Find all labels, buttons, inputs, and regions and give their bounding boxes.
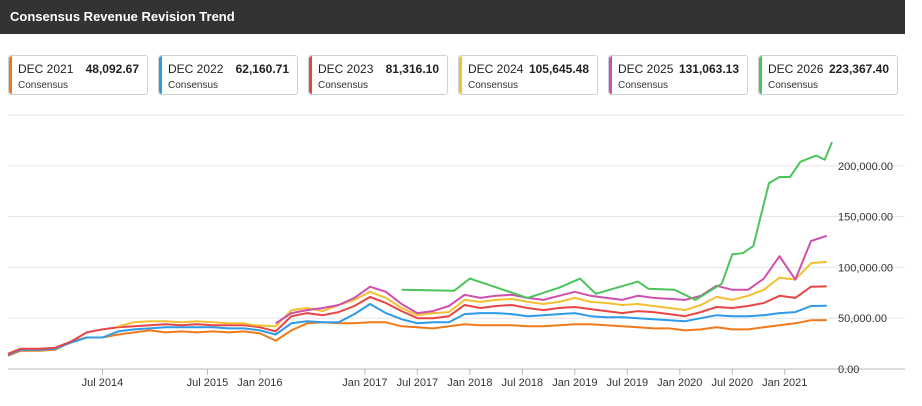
legend-item-name: DEC 2026	[768, 62, 824, 76]
legend-item-value: 131,063.13	[678, 62, 739, 76]
series-line-dec-2021[interactable]	[7, 319, 827, 357]
legend-item-name: DEC 2021	[18, 62, 74, 76]
legend-item-value: 223,367.40	[828, 62, 889, 76]
legend-item-name: DEC 2022	[168, 62, 224, 76]
legend-item-subtitle: Consensus	[468, 80, 519, 91]
series-line-dec-2024[interactable]	[117, 260, 827, 328]
legend-item-dec-2024[interactable]: DEC 2024 105,645.48 Consensus	[458, 55, 598, 95]
legend-item-dec-2022[interactable]: DEC 2022 62,160.71 Consensus	[158, 55, 298, 95]
y-tick-label: 100,000.00	[838, 262, 893, 274]
series-line-dec-2022[interactable]	[7, 303, 827, 356]
legend-item-value: 62,160.71	[235, 62, 289, 76]
legend-color-swatch	[9, 56, 12, 94]
legend-item-value: 81,316.10	[385, 62, 439, 76]
legend-color-swatch	[459, 56, 462, 94]
series-line-dec-2025[interactable]	[275, 234, 828, 325]
series-line-dec-2023[interactable]	[7, 285, 827, 355]
x-tick-label: Jul 2020	[711, 377, 753, 389]
chart-header: Consensus Revenue Revision Trend	[0, 0, 905, 34]
y-tick-label: 50,000.00	[838, 313, 887, 325]
legend-color-swatch	[609, 56, 612, 94]
legend-item-subtitle: Consensus	[318, 80, 369, 91]
legend-color-swatch	[159, 56, 162, 94]
y-tick-label: 150,000.00	[838, 212, 893, 224]
legend-item-name: DEC 2023	[318, 62, 374, 76]
series-line-dec-2026[interactable]	[401, 141, 833, 301]
legend-item-value: 105,645.48	[528, 62, 589, 76]
x-tick-label: Jan 2018	[447, 377, 492, 389]
x-tick-label: Jul 2019	[607, 377, 649, 389]
legend-item-subtitle: Consensus	[768, 80, 819, 91]
legend: DEC 2021 48,092.67 Consensus DEC 2022 62,160…	[8, 55, 908, 95]
legend-color-swatch	[759, 56, 762, 94]
x-tick-label: Jul 2017	[397, 377, 439, 389]
legend-item-dec-2021[interactable]: DEC 2021 48,092.67 Consensus	[8, 55, 148, 95]
legend-item-subtitle: Consensus	[168, 80, 219, 91]
x-tick-label: Jan 2017	[342, 377, 387, 389]
x-tick-label: Jan 2016	[237, 377, 282, 389]
legend-item-dec-2026[interactable]: DEC 2026 223,367.40 Consensus	[758, 55, 898, 95]
x-tick-label: Jul 2015	[187, 377, 229, 389]
legend-item-subtitle: Consensus	[18, 80, 69, 91]
x-tick-label: Jan 2020	[657, 377, 702, 389]
x-tick-label: Jan 2019	[552, 377, 597, 389]
legend-item-name: DEC 2024	[468, 62, 524, 76]
y-tick-label: 200,000.00	[838, 161, 893, 173]
legend-item-dec-2023[interactable]: DEC 2023 81,316.10 Consensus	[308, 55, 448, 95]
x-tick-label: Jul 2018	[502, 377, 544, 389]
legend-item-value: 48,092.67	[85, 62, 139, 76]
chart-title: Consensus Revenue Revision Trend	[10, 9, 235, 24]
y-tick-label: 0.00	[838, 364, 859, 376]
legend-color-swatch	[309, 56, 312, 94]
legend-item-name: DEC 2025	[618, 62, 674, 76]
legend-item-subtitle: Consensus	[618, 80, 669, 91]
x-tick-label: Jul 2014	[82, 377, 124, 389]
x-tick-label: Jan 2021	[762, 377, 807, 389]
legend-item-dec-2025[interactable]: DEC 2025 131,063.13 Consensus	[608, 55, 748, 95]
